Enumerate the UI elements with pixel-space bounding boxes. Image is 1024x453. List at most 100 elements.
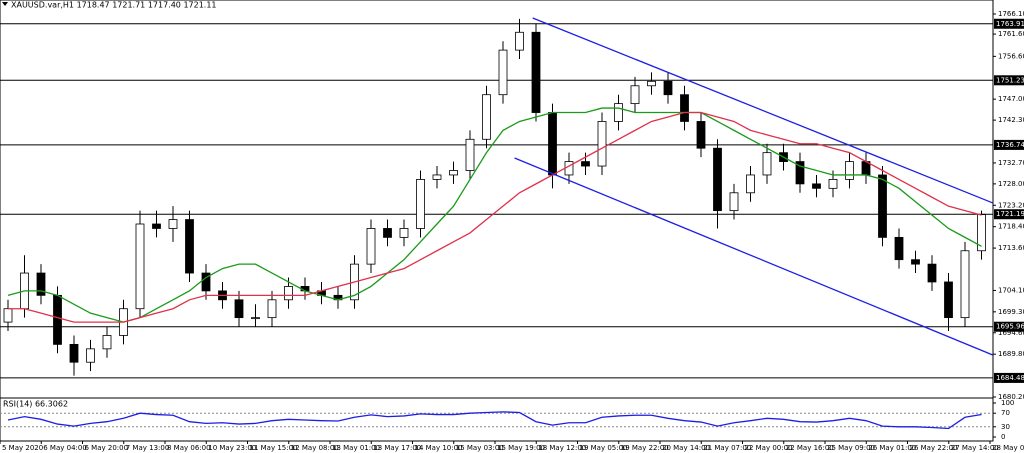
x-tick-label: 28 May 07:00	[992, 444, 1024, 452]
level-label: 1684.48	[996, 374, 1024, 382]
candle-body	[812, 183, 821, 189]
candle-body	[168, 219, 178, 229]
candle-body	[416, 179, 425, 229]
candle-body	[746, 174, 755, 194]
x-tick-label: 19 May 22:00	[621, 444, 669, 452]
candle-body	[3, 308, 13, 323]
candle-body	[581, 161, 590, 167]
y-tick-label: 1699.30	[998, 308, 1024, 316]
candle-body	[845, 161, 854, 180]
y-tick-label: 1704.10	[998, 286, 1024, 294]
moving-average	[8, 111, 982, 323]
y-tick-label: 1728.00	[998, 180, 1024, 188]
x-tick-label: 26 May 01:00	[868, 444, 916, 452]
y-tick-label: 1718.40	[998, 223, 1024, 231]
candle-body	[69, 343, 79, 363]
x-tick-label: 19 May 05:00	[580, 444, 628, 452]
candle-body	[251, 317, 260, 320]
candle-body	[482, 94, 491, 140]
candle-body	[135, 223, 145, 310]
candle-body	[548, 112, 557, 176]
rsi-tick-label: 70	[1001, 409, 1010, 417]
rsi-tick-label: 100	[1001, 399, 1014, 407]
candle-body	[102, 335, 112, 350]
rsi-label: RSI(14) 66.3062	[3, 400, 68, 409]
x-tick-label: 15 May 19:00	[497, 444, 545, 452]
candle-body	[267, 299, 277, 319]
level-tag	[994, 321, 1024, 332]
y-tick-label: 1689.80	[998, 350, 1024, 358]
candle-body	[53, 294, 62, 345]
candle-body	[201, 272, 211, 292]
candle-body	[795, 161, 805, 185]
y-tick-label: 1742.30	[998, 116, 1024, 124]
candle-body	[614, 103, 623, 122]
x-tick-label: 21 May 07:00	[703, 444, 751, 452]
x-tick-label: 6 May 20:00	[85, 444, 129, 452]
candle-body	[531, 31, 541, 113]
candle-body	[944, 281, 953, 319]
candle-body	[696, 121, 706, 149]
y-tick-label: 1766.10	[998, 10, 1024, 18]
y-tick-label: 1756.60	[998, 52, 1024, 60]
candle-body	[36, 272, 46, 296]
rsi-tick-label: 0	[1001, 433, 1005, 441]
candle-body	[152, 223, 161, 229]
y-tick-label: 1747.00	[998, 95, 1024, 103]
candle-body	[498, 49, 508, 96]
candle-body	[762, 152, 772, 176]
candle-body	[647, 80, 656, 87]
x-tick-label: 6 May 04:00	[43, 444, 87, 452]
level-label: 1763.91	[996, 20, 1024, 28]
trend-line	[532, 17, 994, 204]
level-label: 1736.74	[996, 141, 1024, 149]
candle-body	[828, 179, 838, 189]
candle-body	[960, 250, 970, 319]
level-tag	[994, 75, 1024, 86]
y-tick-label: 1732.70	[998, 159, 1024, 167]
candle-body	[366, 228, 376, 265]
candle-body	[432, 174, 442, 180]
candle-body	[911, 259, 920, 265]
candle-body	[597, 121, 607, 167]
level-tag	[994, 209, 1024, 220]
x-tick-label: 8 May 06:00	[167, 444, 211, 452]
candle-body	[383, 228, 392, 238]
x-tick-label: 22 May 16:00	[786, 444, 834, 452]
candle-body	[465, 138, 475, 171]
x-tick-label: 14 May 10:00	[415, 444, 463, 452]
y-tick-label: 1761.60	[998, 30, 1024, 38]
x-tick-label: 11 May 15:00	[250, 444, 298, 452]
level-tag	[994, 372, 1024, 383]
plot-frame	[0, 0, 994, 442]
candle-body	[729, 192, 739, 212]
y-tick-label: 1694.60	[998, 329, 1024, 337]
y-tick-label: 1723.20	[998, 201, 1024, 209]
candle-body	[894, 236, 904, 261]
candle-body	[927, 263, 937, 283]
menu-triangle	[2, 2, 8, 6]
x-tick-label: 18 May 12:00	[538, 444, 586, 452]
x-tick-label: 26 May 22:00	[910, 444, 958, 452]
x-tick-label: 10 May 23:00	[208, 444, 256, 452]
level-tag	[994, 18, 1024, 29]
x-tick-label: 15 May 03:00	[456, 444, 504, 452]
moving-average	[7, 107, 982, 323]
candle-body	[680, 94, 689, 122]
x-tick-label: 7 May 13:00	[126, 444, 170, 452]
candle-body	[284, 286, 293, 301]
candle-body	[878, 174, 887, 238]
trend-line	[514, 157, 994, 356]
chart-title: XAUUSD.var,H1 1718.47 1721.71 1717.40 17…	[11, 1, 217, 10]
x-tick-label: 5 May 2020	[2, 444, 43, 452]
level-label: 1721.19	[996, 210, 1024, 218]
candle-body	[234, 299, 244, 319]
candle-body	[86, 348, 95, 363]
x-tick-label: 13 May 01:00	[332, 444, 380, 452]
candle-body	[713, 147, 722, 212]
candle-body	[399, 228, 409, 238]
y-tick-label: 1713.60	[998, 244, 1024, 252]
candle-body	[515, 31, 524, 51]
x-tick-label: 12 May 08:00	[291, 444, 339, 452]
